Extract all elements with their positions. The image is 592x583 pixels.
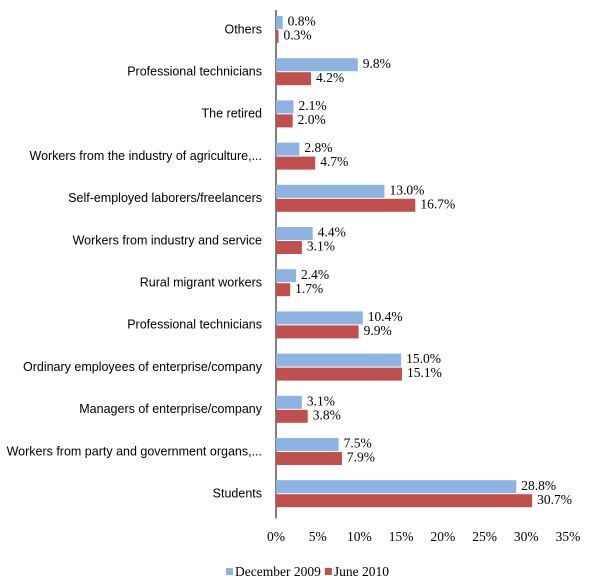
value-label: 4.4%: [318, 225, 346, 240]
bar: [276, 100, 294, 114]
bar: [276, 30, 279, 43]
bar: [276, 395, 302, 409]
value-label: 4.2%: [316, 70, 344, 85]
bar: [276, 438, 339, 451]
y-tick-label: Workers from party and government organs…: [7, 444, 262, 458]
x-tick-label: 25%: [472, 529, 497, 544]
x-tick-label: 5%: [309, 529, 327, 544]
value-label: 7.9%: [347, 450, 375, 465]
bar: [276, 241, 302, 254]
bar: [276, 452, 342, 465]
y-tick-label: Rural migrant workers: [140, 275, 262, 289]
bar: [276, 353, 402, 367]
x-tick-label: 15%: [389, 529, 414, 544]
y-tick-label: Ordinary employees of enterprise/company: [23, 360, 263, 374]
y-tick-label: Professional technicians: [127, 64, 262, 78]
value-label: 2.4%: [301, 267, 329, 282]
value-label: 1.7%: [295, 281, 323, 296]
x-tick-label: 0%: [267, 529, 285, 544]
legend-swatch: [324, 568, 332, 575]
x-tick-label: 30%: [514, 529, 539, 544]
value-label: 0.8%: [288, 14, 316, 29]
bar: [276, 283, 291, 297]
value-label: 15.0%: [406, 351, 441, 366]
bar: [276, 114, 293, 128]
bar: [276, 142, 300, 156]
value-label: 2.0%: [298, 112, 326, 127]
y-tick-label: Self-employed laborers/freelancers: [68, 191, 262, 205]
value-label: 3.1%: [307, 393, 335, 408]
value-label: 3.8%: [313, 407, 341, 422]
y-tick-label: Workers from industry and service: [73, 233, 262, 247]
bar: [276, 311, 363, 325]
value-label: 16.7%: [420, 196, 455, 211]
bar: [276, 156, 316, 170]
value-label: 9.9%: [364, 323, 392, 338]
value-label: 9.8%: [363, 56, 391, 71]
bar: [276, 480, 517, 494]
value-label: 7.5%: [344, 436, 372, 451]
value-label: 2.8%: [304, 140, 332, 155]
value-label: 13.0%: [389, 182, 424, 197]
y-tick-label: Managers of enterprise/company: [79, 402, 262, 416]
bar: [276, 184, 385, 198]
bar: [276, 16, 283, 29]
legend-label: December 2009: [235, 564, 321, 579]
x-tick-label: 10%: [347, 529, 372, 544]
bar: [276, 367, 402, 381]
value-label: 30.7%: [537, 492, 572, 507]
value-label: 28.8%: [521, 478, 556, 493]
y-tick-label: Workers from the industry of agriculture…: [30, 149, 263, 163]
bar: [276, 227, 313, 240]
bar: [276, 325, 359, 339]
y-tick-label: The retired: [202, 107, 262, 121]
value-label: 15.1%: [407, 365, 442, 380]
value-label: 4.7%: [320, 154, 348, 169]
y-tick-label: Professional technicians: [127, 318, 262, 332]
bar: [276, 269, 297, 283]
bar: [276, 58, 358, 72]
value-label: 10.4%: [368, 309, 403, 324]
y-tick-label: Students: [213, 486, 262, 500]
legend-swatch: [226, 568, 233, 575]
bar: [276, 72, 312, 86]
legend-label: June 2010: [334, 564, 389, 579]
x-tick-label: 35%: [556, 529, 581, 544]
x-tick-label: 20%: [430, 529, 455, 544]
bar: [276, 409, 308, 423]
bar: [276, 198, 416, 212]
bar: [276, 494, 533, 508]
value-label: 3.1%: [307, 239, 335, 254]
value-label: 0.3%: [284, 28, 312, 43]
y-tick-label: Others: [224, 22, 262, 36]
value-label: 2.1%: [299, 98, 327, 113]
